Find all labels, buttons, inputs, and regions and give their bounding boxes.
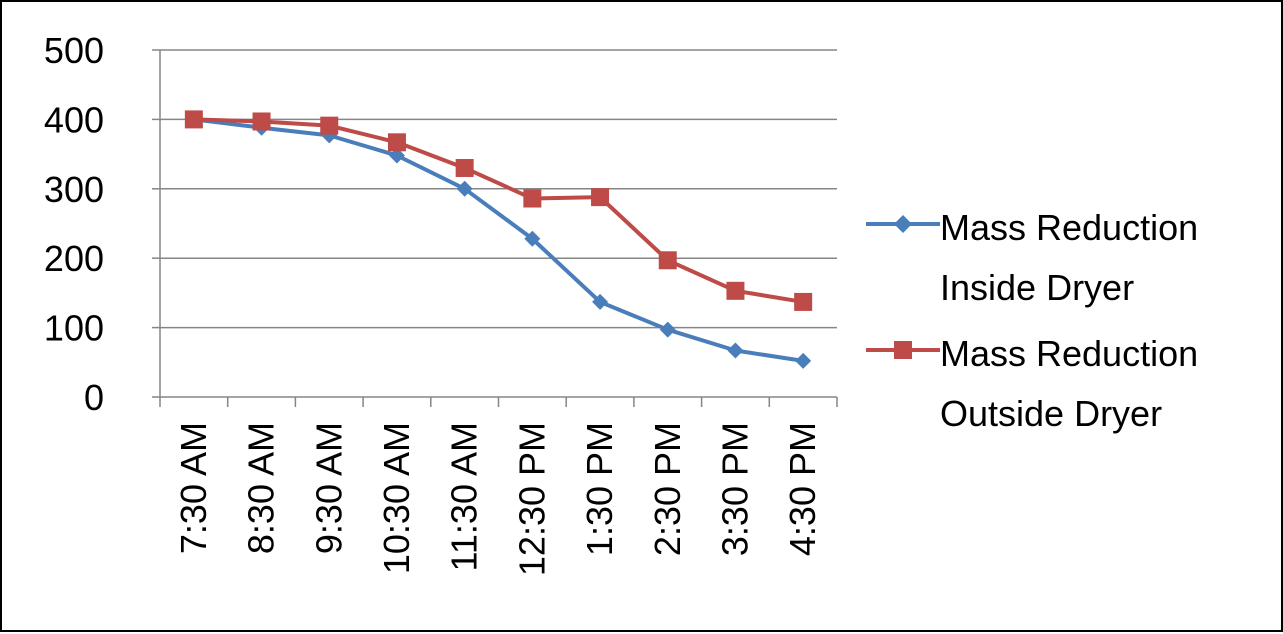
data-point-square [252,112,271,131]
x-tick-label: 7:30 AM [173,422,214,554]
data-point-square [387,133,406,152]
x-tick-label: 10:30 AM [376,422,417,574]
data-point-square [184,110,203,129]
x-tick-label: 3:30 PM [714,422,755,556]
x-tick-label: 9:30 AM [308,422,349,554]
series-outside-dryer [184,110,813,311]
x-tick-label: 12:30 PM [511,422,552,576]
data-point-diamond [524,230,541,247]
y-tick-label: 0 [84,377,104,418]
x-axis-tick-labels: 7:30 AM 8:30 AM 9:30 AM 10:30 AM 11:30 AM 12:… [173,422,823,576]
y-axis-tick-labels: 0 100 200 300 400 500 [44,30,104,418]
data-point-square [455,158,474,177]
data-point-diamond [592,293,609,310]
legend-marker-outside [894,341,912,359]
y-tick-label: 400 [44,99,104,140]
data-point-square [726,281,745,300]
x-tick-label: 8:30 AM [241,422,282,554]
axes [152,49,838,407]
y-tick-label: 500 [44,30,104,71]
data-point-diamond [456,180,473,197]
x-tick-label: 11:30 AM [444,422,485,571]
legend-label-outside: Mass Reduction Outside Dryer [940,324,1280,444]
legend-label-outside-line1: Mass Reduction [940,333,1199,374]
series-lines [184,110,813,369]
legend-label-outside-line2: Outside Dryer [940,393,1163,434]
y-tick-label: 300 [44,169,104,210]
square-marker-icon [866,341,940,359]
legend-marker-inside [894,215,912,233]
legend-label-inside: Mass Reduction Inside Dryer [940,198,1280,318]
data-point-diamond [727,342,744,359]
data-point-diamond [795,352,812,369]
data-point-square [523,189,542,208]
diamond-marker-icon [866,215,940,233]
data-point-diamond [659,321,676,338]
y-tick-label: 200 [44,238,104,279]
series-line [193,117,804,304]
data-point-square [794,292,813,311]
x-tick-label: 1:30 PM [579,422,620,556]
legend-label-inside-line2: Inside Dryer [940,267,1135,308]
x-tick-label: 2:30 PM [647,422,688,556]
y-tick-label: 100 [44,308,104,349]
data-point-square [658,251,677,270]
data-point-diamond [388,147,405,164]
data-point-square [591,188,610,207]
series-inside-dryer [185,111,812,369]
x-tick-label: 4:30 PM [782,422,823,556]
data-point-square [320,116,339,135]
legend-label-inside-line1: Mass Reduction [940,207,1199,248]
series-line [193,117,804,363]
gridlines [160,49,837,329]
